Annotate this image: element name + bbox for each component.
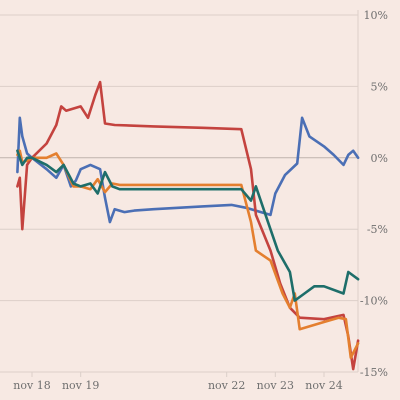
y-tick-label: -15% bbox=[360, 366, 388, 379]
series-line-1 bbox=[16, 116, 360, 224]
y-tick-label: -5% bbox=[367, 223, 388, 236]
x-axis-ticks: nov 18 nov 19 nov 22 nov 23 nov 24 bbox=[13, 372, 343, 392]
x-tick-label: nov 23 bbox=[257, 379, 294, 392]
y-tick-label: -10% bbox=[360, 295, 388, 308]
x-tick-label: nov 22 bbox=[208, 379, 245, 392]
series-line-4 bbox=[16, 149, 360, 302]
x-tick-label: nov 19 bbox=[62, 379, 99, 392]
y-tick-label: 0% bbox=[371, 152, 388, 165]
x-tick-label: nov 18 bbox=[13, 379, 50, 392]
series-layer bbox=[16, 80, 360, 371]
y-axis-ticks: 10% 5% 0% -5% -10% -15% bbox=[360, 9, 388, 379]
y-tick-label: 10% bbox=[364, 9, 388, 22]
x-tick-label: nov 24 bbox=[305, 379, 342, 392]
y-tick-label: 5% bbox=[371, 80, 388, 93]
series-line-3 bbox=[16, 149, 360, 359]
series-line-2 bbox=[16, 80, 360, 371]
